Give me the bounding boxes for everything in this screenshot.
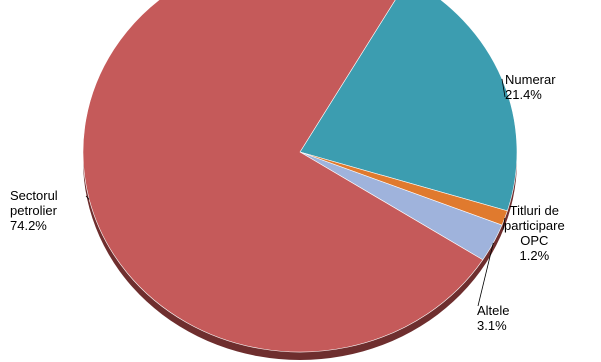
label-numerar-name: Numerar [505, 72, 556, 87]
pie-slice-0 [299, 0, 518, 212]
label-altele: Altele 3.1% [477, 303, 510, 333]
label-sectorul-value: 74.2% [10, 218, 47, 233]
leader-line-0 [501, 78, 506, 98]
leader-line-2 [477, 242, 494, 307]
label-titluri-line2: participare [504, 218, 565, 233]
leader-line-1 [502, 217, 506, 231]
pie-slice-3 [82, 0, 484, 353]
label-altele-name: Altele [477, 303, 510, 318]
label-sectorul-petrolier: Sectorul petrolier 74.2% [10, 188, 58, 233]
label-altele-value: 3.1% [477, 318, 507, 333]
leader-lines [85, 78, 506, 307]
leader-line-3 [85, 195, 90, 200]
label-titluri-line3: OPC [520, 233, 549, 248]
label-sectorul-line1: Sectorul [10, 188, 58, 203]
label-sectorul-line2: petrolier [10, 203, 57, 218]
label-numerar: Numerar 21.4% [505, 72, 556, 102]
pie-slices [82, 0, 518, 353]
label-titluri-value: 1.2% [519, 248, 550, 263]
label-titluri-opc: Titluri de participare OPC 1.2% [504, 203, 565, 263]
label-titluri-line1: Titluri de [509, 203, 560, 218]
label-numerar-value: 21.4% [505, 87, 542, 102]
